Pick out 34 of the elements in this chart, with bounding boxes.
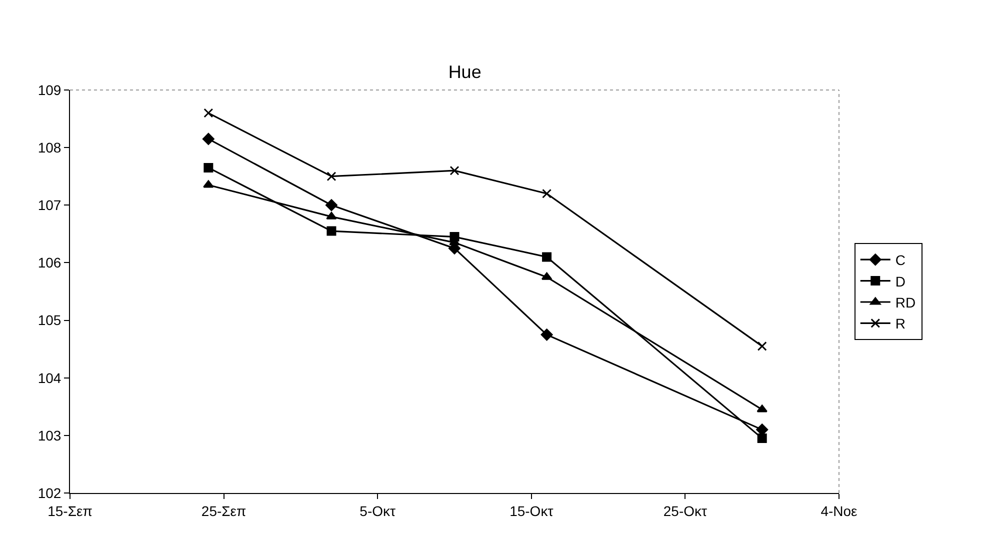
y-tick-label: 106 (38, 254, 62, 271)
y-tick-label: 102 (38, 484, 62, 501)
x-tick-label: 4-Νοε (820, 502, 858, 519)
y-tick-label: 109 (38, 82, 62, 98)
y-tick-label: 103 (38, 427, 62, 444)
y-tick-label: 104 (38, 370, 62, 386)
point (204, 162, 214, 172)
point (757, 341, 767, 351)
point (542, 252, 552, 262)
x-tick-label: 25-Σεπ (201, 502, 247, 519)
point (450, 166, 460, 176)
chart-title: Hue (448, 62, 482, 82)
x-tick-label: 5-Οκτ (360, 502, 396, 519)
point (326, 212, 337, 220)
legend-label: C (895, 252, 906, 268)
point (202, 132, 214, 145)
point (326, 199, 338, 212)
point (203, 180, 214, 188)
x-tick-label: 15-Οκτ (510, 502, 554, 519)
legend-label: D (895, 273, 906, 290)
legend-label: RD (895, 294, 916, 310)
legend-label: R (895, 316, 906, 332)
y-tick-label: 105 (38, 312, 62, 328)
y-tick-label: 107 (38, 197, 62, 214)
point (204, 108, 214, 118)
point (326, 172, 336, 182)
point (542, 188, 552, 198)
point (756, 404, 768, 412)
x-tick-label: 15-Σεπ (48, 502, 93, 519)
x-tick-label: 25-Οκτ (663, 502, 708, 519)
point (540, 328, 553, 341)
y-tick-label: 108 (38, 139, 62, 156)
point (326, 226, 336, 236)
point (757, 434, 767, 444)
